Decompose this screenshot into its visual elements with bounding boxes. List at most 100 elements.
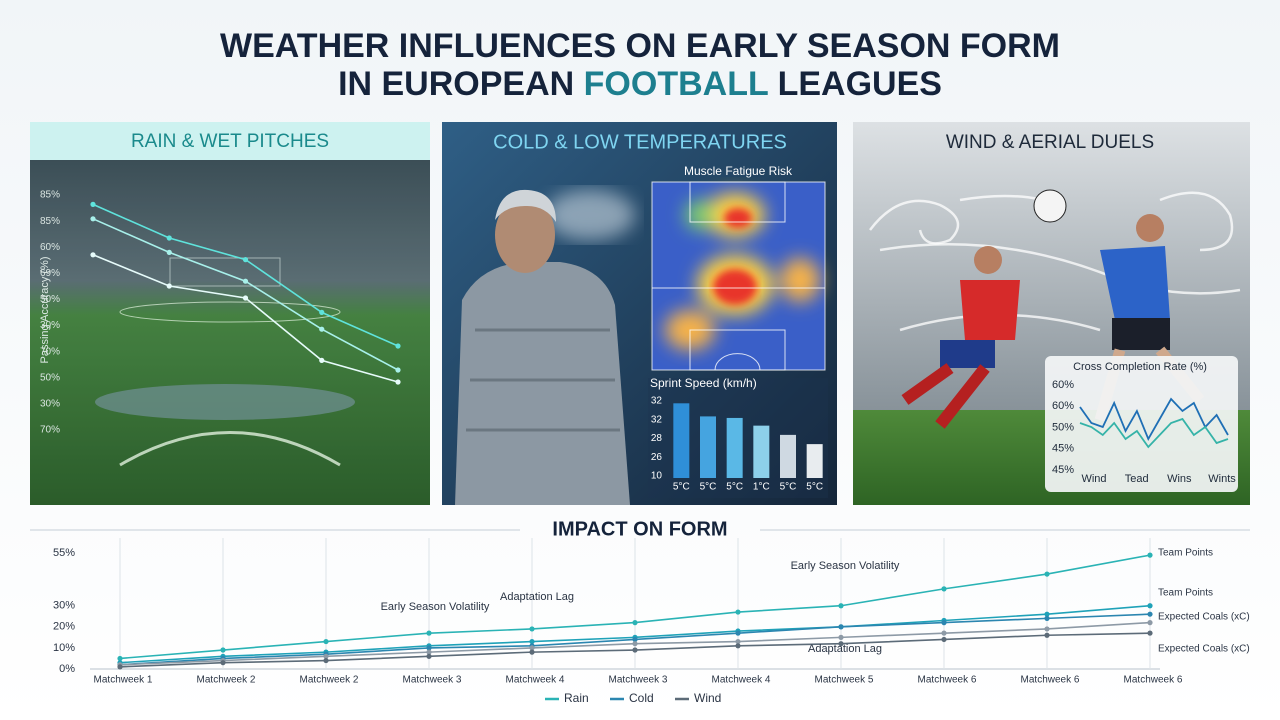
point (395, 343, 401, 349)
end-label: Expected Coals (xC) (1158, 644, 1250, 655)
point (1147, 552, 1153, 558)
y-tick-label: 55% (53, 547, 75, 559)
point (1044, 571, 1050, 577)
point (529, 626, 535, 632)
pitch-circle (119, 301, 341, 323)
x-tick-label: 5°C (780, 482, 797, 493)
point (941, 586, 947, 592)
point (166, 283, 172, 289)
panel-header (30, 122, 430, 160)
rain-panel (30, 122, 430, 505)
goal (169, 257, 281, 287)
legend-label: Rain (564, 691, 589, 705)
point (319, 309, 325, 315)
point (838, 634, 844, 640)
y-tick-label: 60% (1052, 400, 1074, 412)
bar (753, 425, 770, 478)
point (941, 630, 947, 636)
title-line: IN EUROPEAN FOOTBALL LEAGUES (338, 65, 942, 103)
wind-panel (853, 122, 1250, 505)
y-tick-label: 10% (53, 642, 75, 654)
player-red (901, 246, 1020, 429)
hair (495, 189, 556, 222)
y-tick-label: 32 (651, 414, 663, 425)
point (1147, 630, 1153, 636)
x-tick-label: Matchweek 6 (1021, 675, 1080, 686)
heat-core (724, 208, 752, 228)
breath (545, 190, 635, 240)
legend-label: Cold (629, 691, 654, 705)
ball (1033, 189, 1067, 223)
cold-panel (442, 122, 837, 505)
x-tick-label: Tead (1125, 473, 1149, 485)
heat-core (713, 269, 757, 305)
point (1147, 611, 1153, 617)
point (117, 655, 123, 662)
x-tick-label: 1°C (753, 482, 770, 493)
point (838, 624, 844, 630)
y-tick-label: 70% (40, 346, 60, 357)
point (90, 252, 96, 258)
chart-title: Sprint Speed (km/h) (650, 376, 757, 390)
point (426, 630, 432, 636)
point (166, 235, 172, 241)
point (632, 636, 638, 643)
section-title: IMPACT ON FORM (552, 518, 727, 540)
point (735, 609, 741, 615)
x-tick-label: Matchweek 5 (815, 675, 874, 686)
heatmap-title: Muscle Fatigue Risk (684, 164, 793, 178)
x-tick-label: Wins (1167, 473, 1192, 485)
panel-photo (30, 160, 430, 505)
bar (673, 403, 690, 478)
y-tick-label: 30% (40, 320, 60, 331)
series-line (1079, 417, 1229, 449)
bar (806, 444, 823, 478)
x-tick-label: Matchweek 4 (506, 675, 565, 686)
point (1147, 603, 1153, 609)
rain-haze (30, 160, 430, 505)
point (632, 647, 638, 653)
bar (726, 417, 743, 478)
y-tick-label: 10 (651, 471, 663, 482)
point (838, 603, 844, 609)
x-tick-label: Matchweek 6 (918, 675, 977, 686)
end-label: Team Points (1158, 588, 1213, 599)
x-tick-label: 5°C (806, 482, 823, 493)
point (1044, 615, 1050, 621)
title-line: WEATHER INFLUENCES ON EARLY SEASON FORM (220, 27, 1060, 65)
point (632, 641, 638, 647)
point (323, 657, 329, 664)
point (529, 638, 535, 645)
point (838, 641, 844, 647)
y-tick-label: 60% (40, 242, 60, 253)
x-tick-label: 5°C (673, 482, 690, 493)
panel-titles: RAIN & WET PITCHES COLD & LOW TEMPERATUR… (39, 131, 1207, 390)
y-axis-label: Passing Accuracy (%) (39, 257, 51, 364)
y-tick-label: 30% (53, 600, 75, 612)
end-label: Expected Coals (xC) (1158, 612, 1250, 623)
point (632, 620, 638, 626)
y-tick-label: 32 (651, 396, 663, 407)
point (426, 653, 432, 659)
point (735, 630, 741, 636)
point (166, 249, 172, 255)
jacket (455, 262, 630, 505)
point (1044, 632, 1050, 638)
x-tick-label: Matchweek 4 (712, 675, 771, 686)
chart-title: Cross Completion Rate (%) (1073, 361, 1207, 373)
pitch-arc (119, 431, 341, 467)
heatmap-pitch-lines (651, 181, 826, 371)
x-tick-label: 5°C (726, 482, 743, 493)
y-tick-label: 50% (1052, 421, 1074, 433)
y-tick-label: 85% (40, 216, 60, 227)
point (220, 660, 226, 666)
point (426, 649, 432, 655)
point (735, 638, 741, 645)
bar (780, 434, 796, 478)
head (495, 197, 555, 273)
bar (700, 416, 716, 478)
point (242, 257, 249, 263)
y-tick-label: 70% (40, 425, 60, 436)
